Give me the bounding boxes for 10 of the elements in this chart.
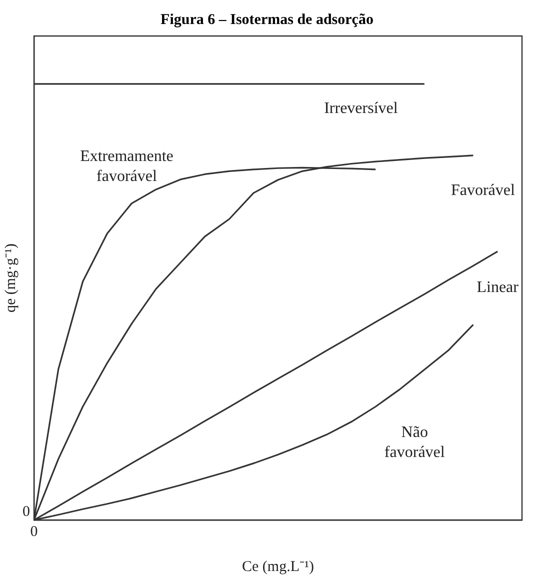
chart-title: Figura 6 – Isotermas de adsorção bbox=[160, 12, 374, 30]
series-label: Linear bbox=[476, 278, 520, 296]
y-axis-title: qe (mg·g⁻¹) bbox=[2, 243, 19, 313]
series-label: Favorável bbox=[450, 182, 516, 200]
text: 0 bbox=[22, 504, 30, 520]
series-label: Extremamente favorável bbox=[80, 148, 174, 185]
text: 0 bbox=[30, 524, 38, 540]
x-axis-title: Ce (mg.L⁻¹) bbox=[242, 558, 314, 575]
series-label: Irreversível bbox=[324, 100, 398, 117]
series-label: Não favorável bbox=[384, 424, 446, 461]
